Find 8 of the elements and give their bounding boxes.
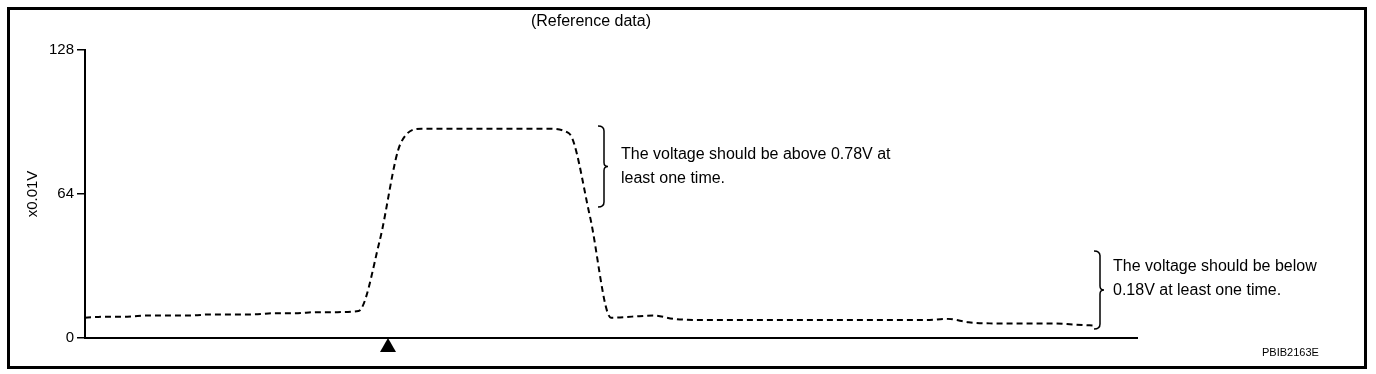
chart-title: (Reference data) (530, 12, 652, 30)
annotation: The voltage should be above 0.78V at least one time. (621, 144, 892, 188)
text: PBIB2163E (1262, 345, 1319, 359)
y-tick-label: 128 (49, 40, 75, 58)
y-axis-title: x0.01V (23, 170, 41, 218)
annotation: The voltage should be below 0.18V at least one time. (1113, 256, 1318, 300)
y-tick-label: 64 (57, 184, 75, 202)
y-tick-label: 0 (65, 328, 75, 346)
